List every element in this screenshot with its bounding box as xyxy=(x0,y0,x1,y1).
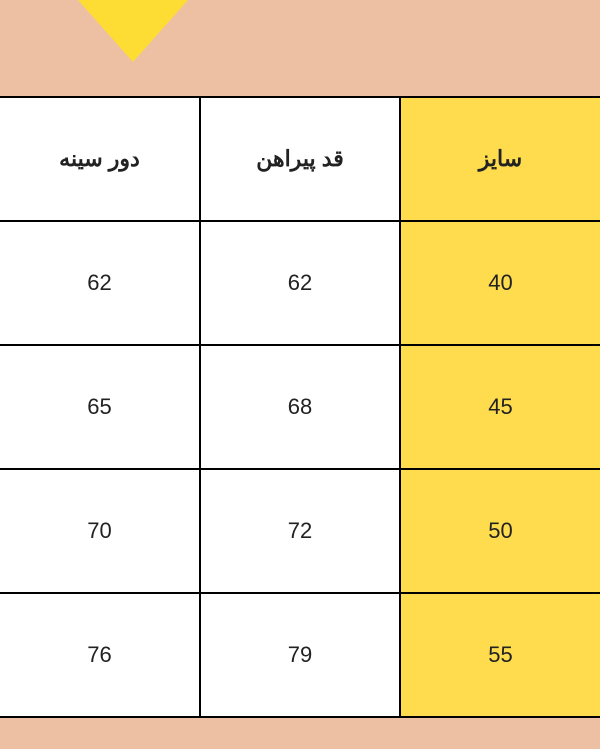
table-row: 76 79 55 xyxy=(0,593,600,717)
cell-chest: 70 xyxy=(0,469,200,593)
table-header-row: دور سینه قد پیراهن سایز xyxy=(0,97,600,221)
cell-chest: 65 xyxy=(0,345,200,469)
cell-length: 68 xyxy=(200,345,400,469)
table-row: 62 62 40 xyxy=(0,221,600,345)
cell-chest: 76 xyxy=(0,593,200,717)
table-row: 65 68 45 xyxy=(0,345,600,469)
size-table: دور سینه قد پیراهن سایز 62 62 40 65 68 4… xyxy=(0,96,600,718)
col-header-chest: دور سینه xyxy=(0,97,200,221)
decor-triangle xyxy=(78,0,188,62)
cell-size: 40 xyxy=(400,221,600,345)
table-row: 70 72 50 xyxy=(0,469,600,593)
cell-length: 62 xyxy=(200,221,400,345)
cell-size: 50 xyxy=(400,469,600,593)
size-table-container: دور سینه قد پیراهن سایز 62 62 40 65 68 4… xyxy=(0,96,600,718)
col-header-length: قد پیراهن xyxy=(200,97,400,221)
col-header-size: سایز xyxy=(400,97,600,221)
cell-size: 45 xyxy=(400,345,600,469)
cell-length: 79 xyxy=(200,593,400,717)
cell-chest: 62 xyxy=(0,221,200,345)
cell-length: 72 xyxy=(200,469,400,593)
cell-size: 55 xyxy=(400,593,600,717)
